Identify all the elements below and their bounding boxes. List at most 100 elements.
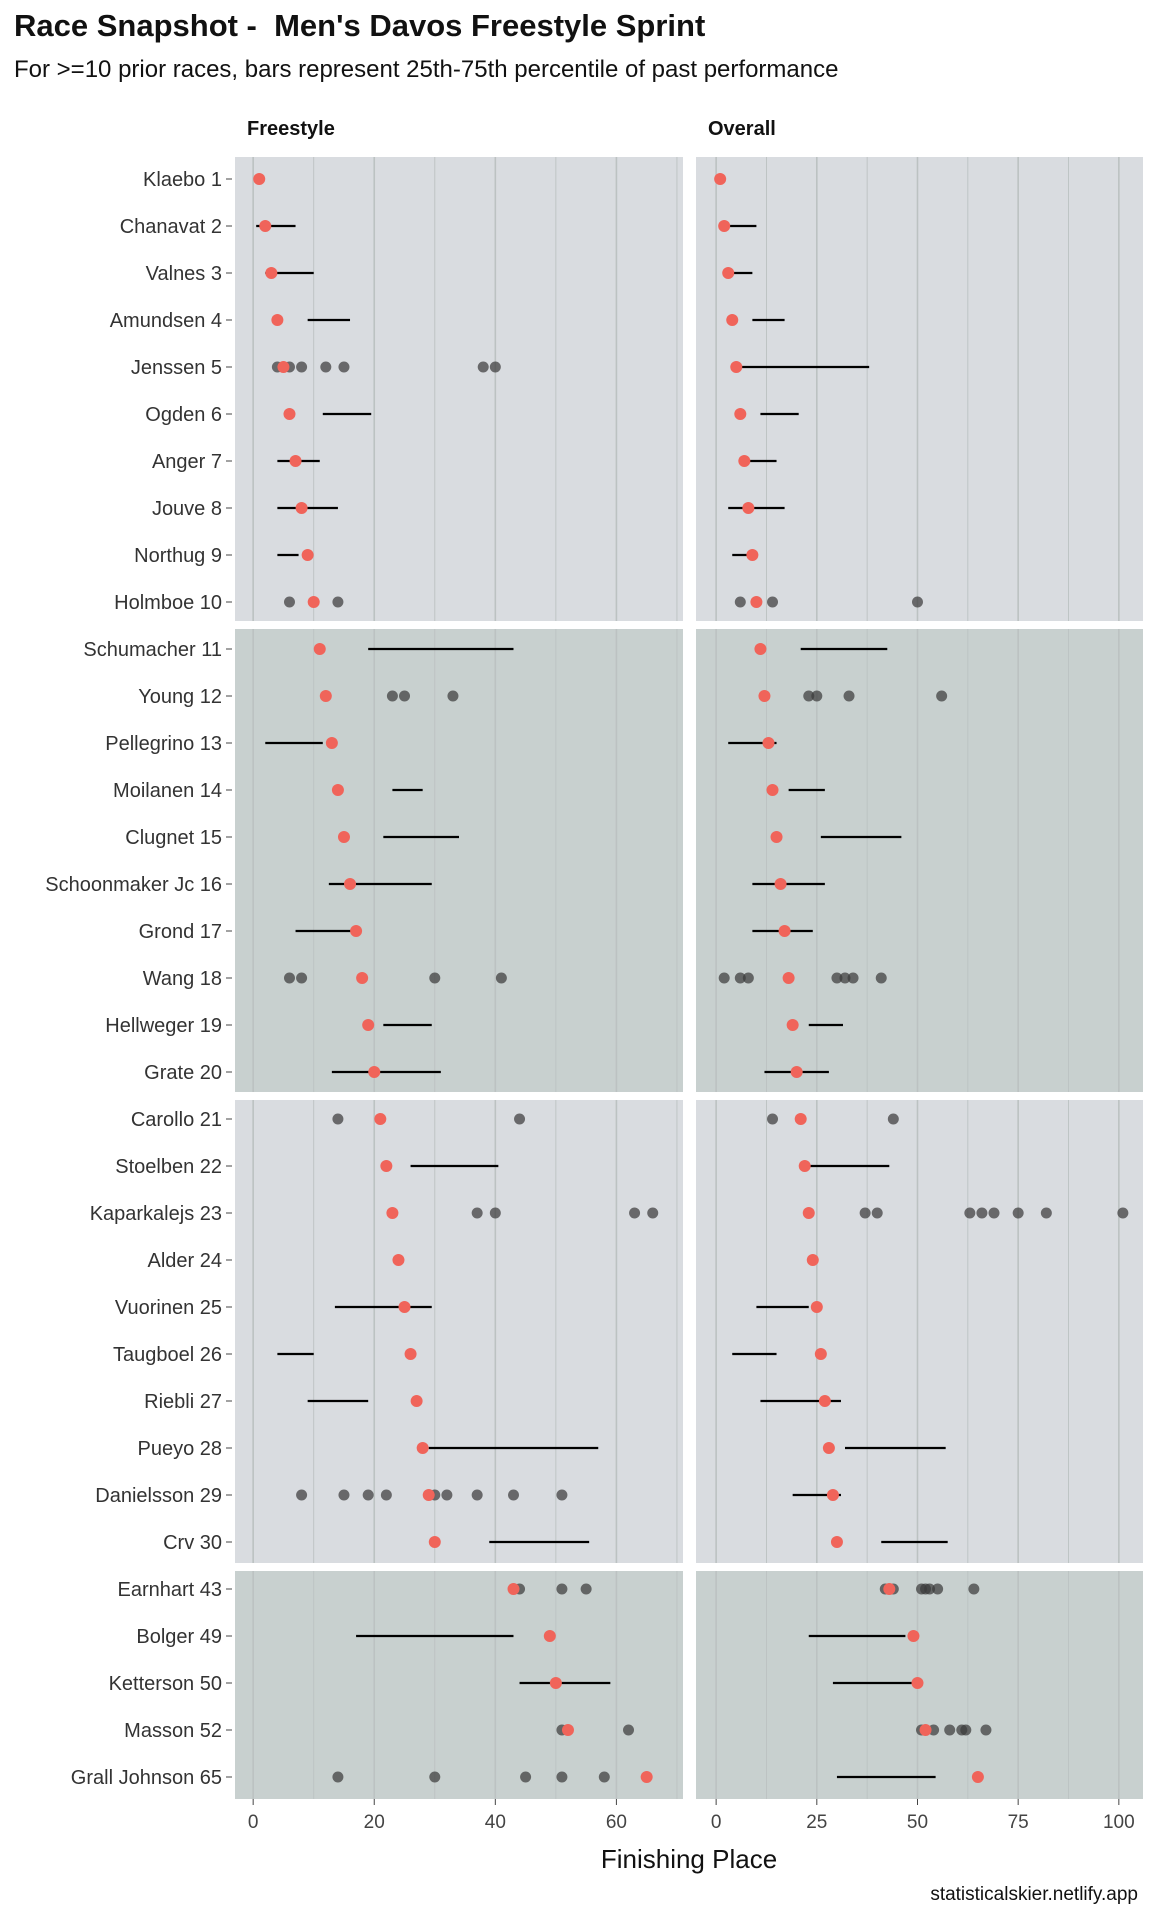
current-place-point bbox=[766, 784, 779, 796]
current-place-point bbox=[380, 1160, 393, 1172]
x-tick-label: 75 bbox=[1008, 1812, 1029, 1833]
current-place-point bbox=[734, 408, 747, 420]
current-place-point bbox=[356, 972, 369, 984]
chart-title: Race Snapshot - Men's Davos Freestyle Sp… bbox=[14, 8, 706, 43]
x-tick-label: 0 bbox=[248, 1812, 259, 1833]
past-result-point bbox=[386, 690, 398, 702]
past-result-point bbox=[847, 972, 859, 984]
current-place-point bbox=[337, 831, 350, 843]
current-place-point bbox=[295, 502, 308, 514]
past-result-point bbox=[580, 1583, 592, 1595]
x-tick-label: 40 bbox=[485, 1812, 506, 1833]
athlete-label: Jouve 8 bbox=[152, 498, 222, 520]
current-place-point bbox=[253, 173, 266, 185]
current-place-point bbox=[549, 1677, 562, 1689]
current-place-point bbox=[386, 1207, 399, 1219]
current-place-point bbox=[726, 314, 739, 326]
past-result-point bbox=[338, 361, 350, 373]
current-place-point bbox=[398, 1301, 411, 1313]
current-place-point bbox=[368, 1066, 381, 1078]
athlete-label: Moilanen 14 bbox=[113, 780, 222, 802]
past-result-point bbox=[471, 1489, 483, 1501]
current-place-point bbox=[742, 502, 755, 514]
past-result-point bbox=[489, 1207, 501, 1219]
athlete-label: Schumacher 11 bbox=[83, 639, 222, 661]
past-result-point bbox=[332, 596, 344, 608]
past-result-point bbox=[1040, 1207, 1052, 1219]
past-result-point bbox=[944, 1724, 956, 1736]
current-place-point bbox=[718, 220, 731, 232]
past-result-point bbox=[629, 1207, 641, 1219]
athlete-label: Hellweger 19 bbox=[105, 1015, 222, 1037]
past-result-point bbox=[811, 690, 823, 702]
past-result-point bbox=[489, 361, 501, 373]
current-place-point bbox=[778, 925, 791, 937]
current-place-point bbox=[810, 1301, 823, 1313]
current-place-point bbox=[543, 1630, 556, 1642]
x-tick-label: 100 bbox=[1103, 1812, 1135, 1833]
past-result-point bbox=[932, 1583, 944, 1595]
current-place-point bbox=[404, 1348, 417, 1360]
past-result-point bbox=[471, 1207, 483, 1219]
past-result-point bbox=[980, 1724, 992, 1736]
x-tick-label: 60 bbox=[606, 1812, 627, 1833]
past-result-point bbox=[647, 1207, 659, 1219]
panel-background bbox=[235, 157, 683, 621]
past-result-point bbox=[887, 1113, 899, 1125]
current-place-point bbox=[790, 1066, 803, 1078]
past-result-point bbox=[296, 1489, 308, 1501]
x-tick-label: 50 bbox=[907, 1812, 928, 1833]
past-result-point bbox=[734, 596, 746, 608]
current-place-point bbox=[640, 1771, 653, 1783]
x-axis-title: Finishing Place bbox=[601, 1844, 777, 1874]
past-result-point bbox=[296, 361, 308, 373]
athlete-label: Alder 24 bbox=[148, 1250, 223, 1272]
athlete-label: Ketterson 50 bbox=[109, 1673, 222, 1695]
past-result-point bbox=[839, 972, 851, 984]
athlete-label: Holmboe 10 bbox=[114, 592, 222, 614]
current-place-point bbox=[782, 972, 795, 984]
past-result-point bbox=[477, 361, 489, 373]
athlete-label: Chanavat 2 bbox=[120, 216, 222, 238]
current-place-point bbox=[802, 1207, 815, 1219]
past-result-point bbox=[960, 1724, 972, 1736]
current-place-point bbox=[428, 1536, 441, 1548]
current-place-point bbox=[374, 1113, 387, 1125]
athlete-label: Anger 7 bbox=[152, 451, 222, 473]
current-place-point bbox=[319, 690, 332, 702]
current-place-point bbox=[911, 1677, 924, 1689]
past-result-point bbox=[520, 1771, 532, 1783]
current-place-point bbox=[714, 173, 727, 185]
past-result-point bbox=[283, 596, 295, 608]
current-place-point bbox=[814, 1348, 827, 1360]
athlete-label: Kaparkalejs 23 bbox=[90, 1203, 222, 1225]
past-result-point bbox=[976, 1207, 988, 1219]
current-place-point bbox=[289, 455, 302, 467]
past-result-point bbox=[831, 972, 843, 984]
current-place-point bbox=[422, 1489, 435, 1501]
current-place-point bbox=[722, 267, 735, 279]
current-place-point bbox=[313, 643, 326, 655]
current-place-point bbox=[774, 878, 787, 890]
past-result-point bbox=[964, 1207, 976, 1219]
athlete-label: Pueyo 28 bbox=[137, 1438, 222, 1460]
current-place-point bbox=[561, 1724, 574, 1736]
past-result-point bbox=[320, 361, 332, 373]
current-place-point bbox=[416, 1442, 429, 1454]
athlete-label: Earnhart 43 bbox=[117, 1579, 222, 1601]
past-result-point bbox=[556, 1771, 568, 1783]
current-place-point bbox=[794, 1113, 807, 1125]
past-result-point bbox=[767, 596, 779, 608]
current-place-point bbox=[277, 361, 290, 373]
past-result-point bbox=[598, 1771, 610, 1783]
past-result-point bbox=[380, 1489, 392, 1501]
past-result-point bbox=[283, 972, 295, 984]
past-result-point bbox=[332, 1113, 344, 1125]
current-place-point bbox=[283, 408, 296, 420]
past-result-point bbox=[556, 1583, 568, 1595]
current-place-point bbox=[746, 549, 759, 561]
current-place-point bbox=[350, 925, 363, 937]
panel-background bbox=[235, 629, 683, 1092]
athlete-label: Ogden 6 bbox=[145, 404, 222, 426]
